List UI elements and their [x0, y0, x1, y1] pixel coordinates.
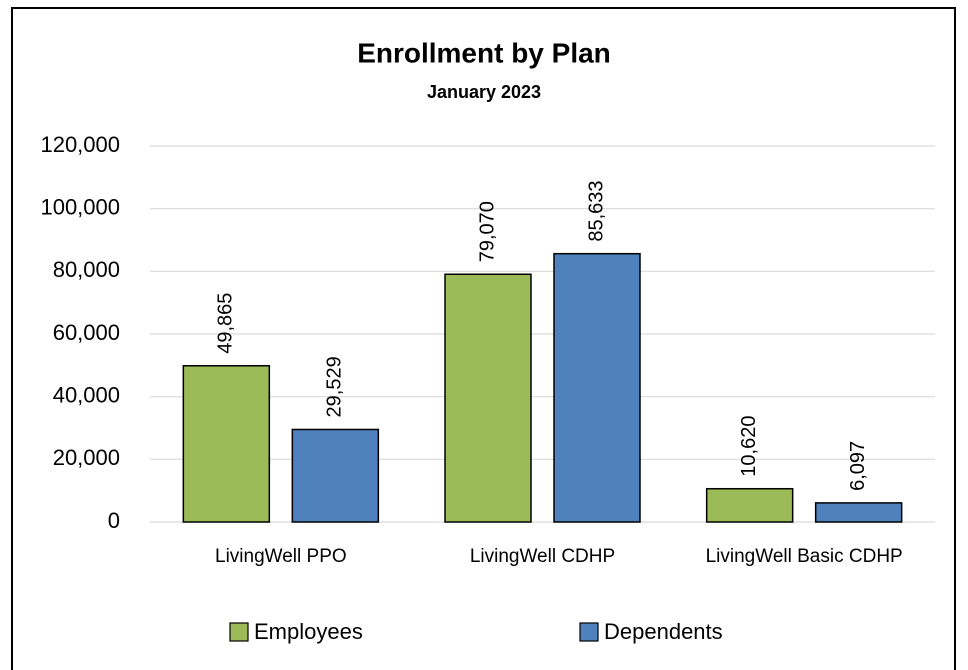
data-label: 29,529: [324, 356, 346, 417]
chart-title: Enrollment by Plan: [357, 37, 611, 68]
bar: [444, 273, 532, 523]
bar: [553, 252, 641, 523]
bar: [291, 428, 380, 523]
data-label: 49,865: [215, 293, 237, 354]
chart-subtitle: January 2023: [427, 82, 541, 102]
y-tick-label: 40,000: [53, 382, 120, 407]
x-tick-label: LivingWell PPO: [215, 546, 347, 567]
y-tick-label: 0: [108, 508, 120, 533]
legend-swatch: [229, 622, 249, 642]
data-label: 6,097: [847, 441, 869, 491]
x-tick-label: LivingWell Basic CDHP: [706, 546, 903, 567]
legend-swatch: [579, 622, 599, 642]
y-tick-label: 80,000: [53, 257, 120, 282]
legend-label: Employees: [254, 619, 363, 644]
data-label: 10,620: [738, 416, 760, 477]
bar: [182, 365, 271, 523]
bar: [814, 502, 903, 523]
bar: [705, 487, 794, 523]
y-tick-label: 20,000: [53, 445, 120, 470]
x-tick-label: LivingWell CDHP: [470, 546, 615, 567]
y-tick-label: 120,000: [40, 132, 120, 157]
data-label: 85,633: [585, 181, 607, 242]
y-tick-label: 60,000: [53, 320, 120, 345]
legend-label: Dependents: [604, 619, 723, 644]
y-tick-label: 100,000: [40, 194, 120, 219]
data-label: 79,070: [476, 201, 498, 262]
